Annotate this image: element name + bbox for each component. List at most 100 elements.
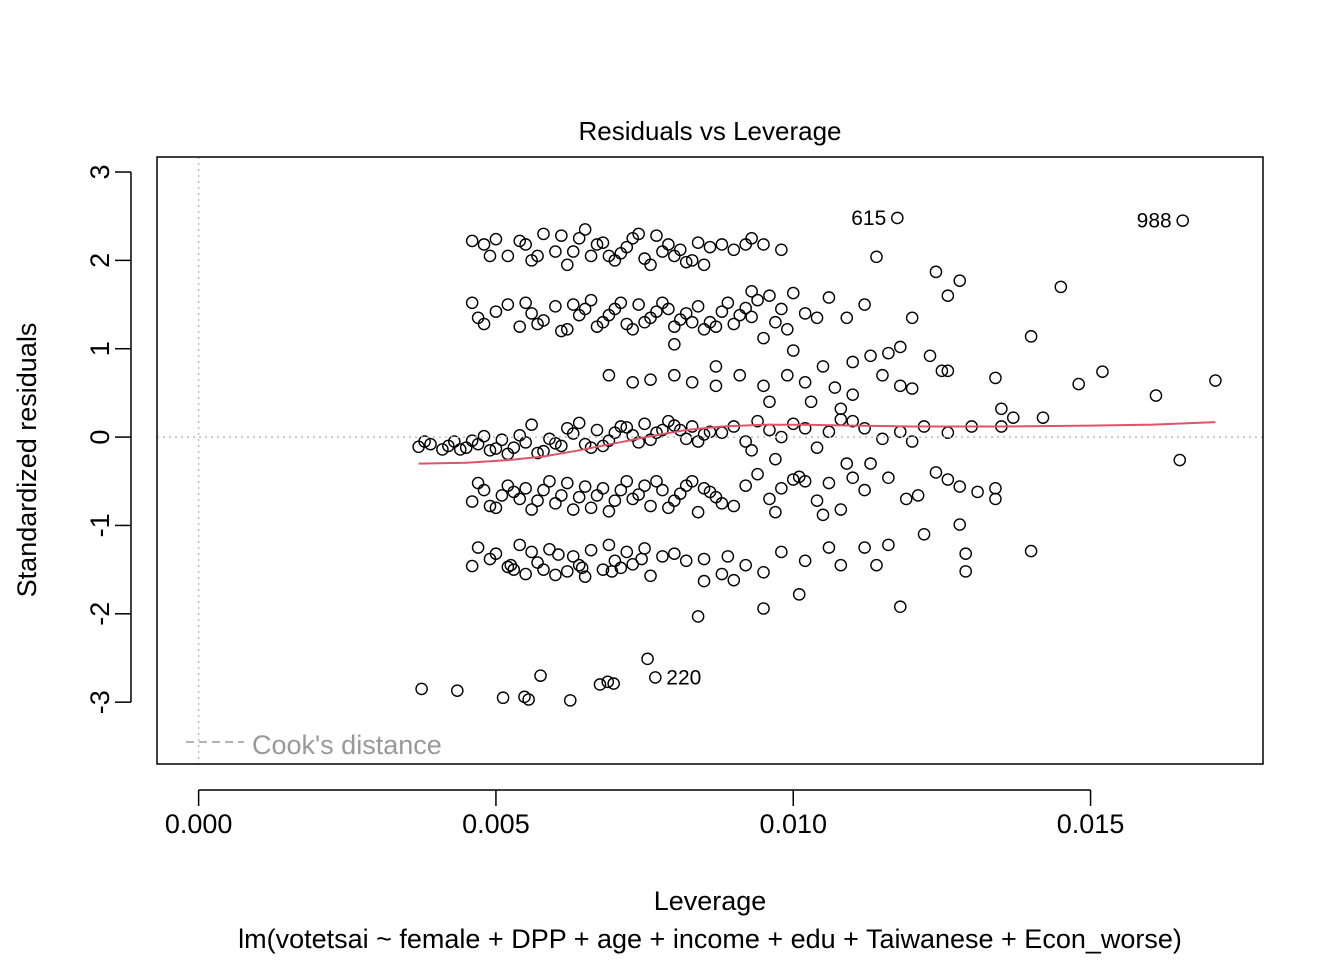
- data-point: [442, 439, 455, 453]
- data-point: [751, 293, 764, 307]
- data-point: [959, 565, 972, 578]
- data-point: [834, 558, 848, 572]
- data-point: [465, 559, 479, 573]
- data-point: [507, 485, 521, 499]
- data-point: [650, 229, 663, 242]
- data-point: [679, 255, 693, 269]
- data-point: [691, 505, 705, 519]
- data-point: [590, 320, 604, 333]
- data-point: [638, 542, 651, 555]
- data-point: [840, 311, 854, 325]
- data-point: [727, 499, 741, 513]
- data-point: [483, 444, 497, 457]
- data-point: [1209, 374, 1222, 387]
- data-point: [953, 274, 967, 287]
- data-point: [781, 368, 794, 382]
- x-tick-label: 0.015: [1057, 809, 1125, 839]
- data-point: [691, 610, 705, 623]
- point-label: 615: [851, 207, 886, 230]
- data-point: [769, 315, 782, 329]
- data-point: [893, 379, 907, 393]
- data-point: [953, 518, 967, 531]
- data-point: [899, 492, 913, 506]
- data-point: [911, 489, 925, 502]
- data-point: [989, 371, 1002, 385]
- data-point: [846, 388, 860, 401]
- data-point: [453, 443, 467, 456]
- data-point: [563, 694, 577, 707]
- data-point: [566, 245, 580, 258]
- data-point: [644, 569, 657, 583]
- data-point: [590, 489, 604, 502]
- data-point: [477, 429, 491, 443]
- data-point: [620, 545, 634, 559]
- data-point: [745, 231, 758, 245]
- data-point: [519, 436, 532, 449]
- data-point: [715, 497, 729, 510]
- data-point: [822, 541, 836, 554]
- data-point: [685, 420, 699, 433]
- data-point: [607, 677, 620, 690]
- data-point: [513, 429, 527, 442]
- data-point: [513, 492, 527, 506]
- data-point: [519, 482, 532, 495]
- data-point: [673, 487, 687, 500]
- data-point: [1024, 330, 1038, 343]
- data-point: [489, 232, 503, 246]
- data-point: [638, 252, 651, 265]
- data-point: [644, 499, 657, 513]
- data-point: [905, 435, 919, 448]
- point-labels: 615 988 220: [666, 207, 1171, 689]
- data-point: [531, 494, 544, 508]
- data-point: [501, 298, 515, 311]
- data-point: [917, 527, 931, 541]
- data-point: [834, 402, 848, 416]
- data-point: [751, 414, 764, 428]
- data-point: [641, 652, 654, 666]
- data-point: [673, 313, 687, 326]
- data-point: [578, 223, 592, 236]
- data-point: [496, 691, 510, 705]
- data-point: [971, 485, 984, 499]
- data-point: [635, 552, 648, 566]
- data-point: [733, 308, 747, 322]
- data-point: [584, 249, 598, 263]
- data-point: [697, 552, 711, 566]
- model-subtitle: lm(votetsai ~ female + DPP + age + incom…: [238, 924, 1182, 954]
- data-point: [858, 421, 871, 435]
- smooth-layer: [418, 421, 1216, 465]
- data-point: [644, 433, 657, 447]
- data-point: [501, 249, 515, 263]
- data-point: [703, 240, 717, 254]
- data-point: [828, 381, 842, 394]
- data-point: [584, 543, 598, 557]
- data-point: [709, 360, 723, 373]
- data-point: [739, 435, 752, 448]
- data-point: [697, 482, 711, 495]
- data-point: [763, 289, 776, 303]
- data-point: [415, 682, 428, 696]
- data-point: [721, 296, 735, 310]
- data-point: [537, 563, 550, 576]
- data-point: [555, 324, 568, 338]
- data-point: [816, 360, 830, 373]
- data-point: [424, 437, 437, 451]
- data-point: [876, 432, 889, 446]
- data-point: [685, 474, 699, 488]
- data-point: [798, 421, 812, 435]
- legend-label: Cook's distance: [252, 730, 442, 760]
- data-point: [495, 489, 509, 502]
- data-point: [786, 473, 800, 486]
- data-point: [593, 678, 607, 691]
- data-point: [614, 247, 628, 260]
- point-label: 220: [666, 666, 701, 689]
- data-point: [465, 296, 479, 310]
- data-point: [1072, 377, 1085, 391]
- data-point: [727, 317, 741, 331]
- data-point: [691, 300, 705, 313]
- data-point: [602, 538, 616, 552]
- data-point: [566, 503, 580, 516]
- y-tick-label: 3: [85, 164, 115, 179]
- smooth-line: [418, 421, 1216, 465]
